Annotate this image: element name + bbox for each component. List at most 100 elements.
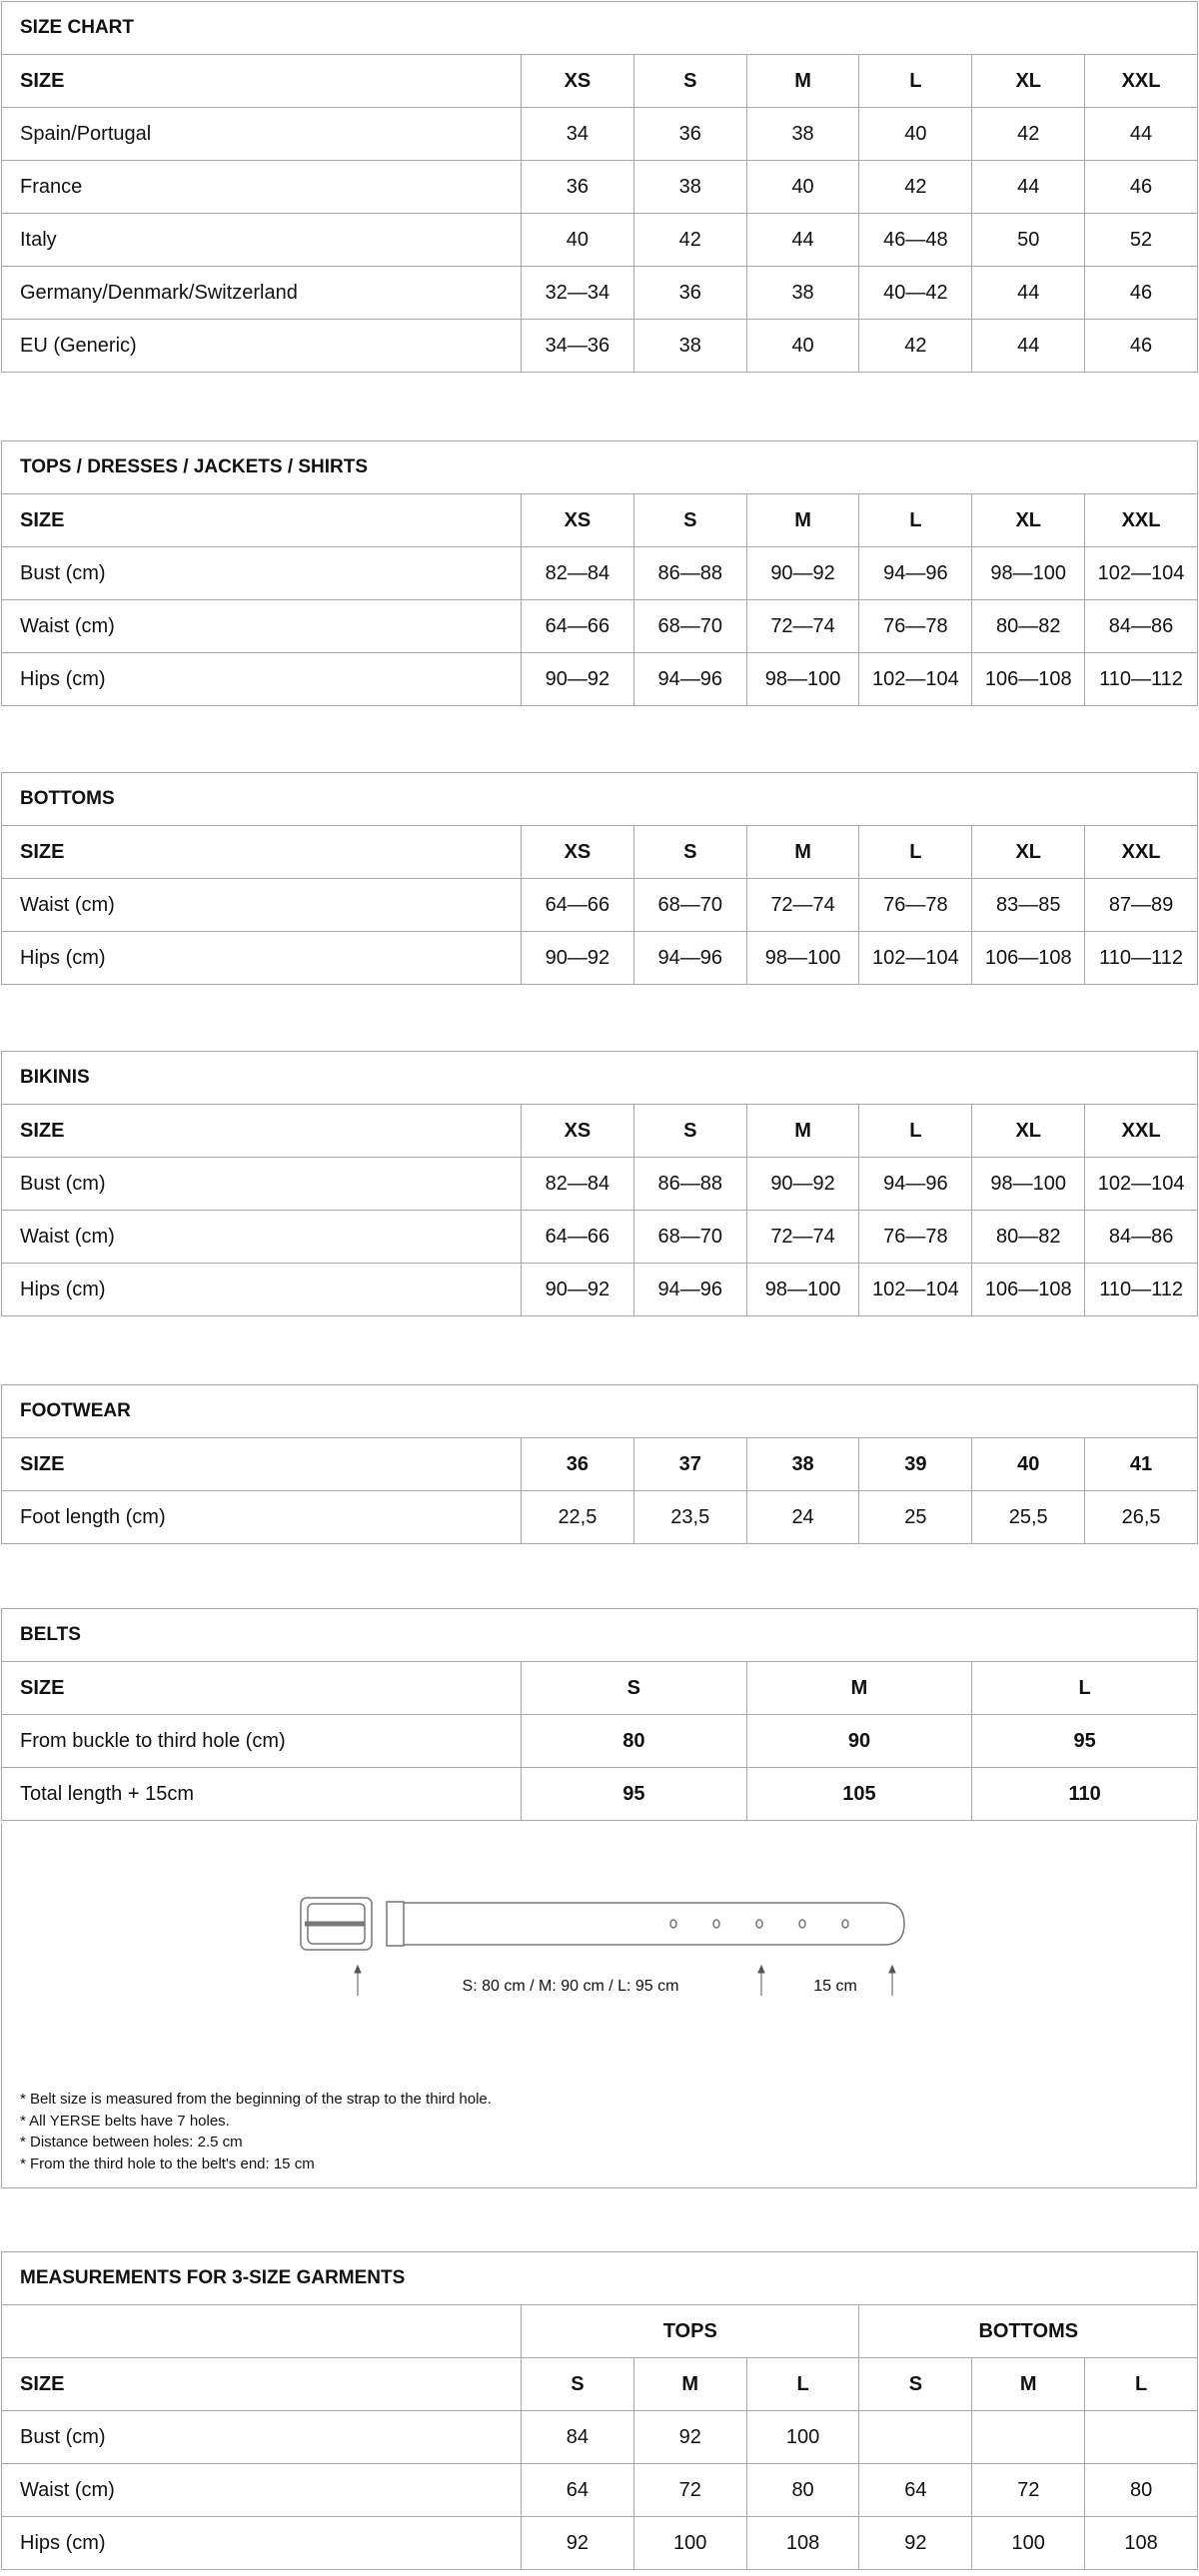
row-label: EU (Generic) xyxy=(1,319,522,373)
table-title: FOOTWEAR xyxy=(1,1384,1198,1438)
table-cell: 102—104 xyxy=(1084,546,1198,600)
column-header: M xyxy=(745,54,860,108)
table-cell: 94—96 xyxy=(858,1157,973,1211)
column-header: SIZE xyxy=(1,1661,522,1715)
table-cell: 94—96 xyxy=(632,652,747,706)
table-cell: 105 xyxy=(745,1767,973,1821)
column-header: L xyxy=(858,54,973,108)
table-row: Waist (cm) 64—66 68—70 72—74 76—78 83—85 87—89 xyxy=(1,878,1198,932)
title-row: BELTS xyxy=(1,1608,1198,1662)
table-cell: 40 xyxy=(521,213,634,267)
column-header: XXL xyxy=(1084,493,1198,547)
table-cell: 108 xyxy=(1084,2516,1199,2570)
table-cell: 72 xyxy=(971,2463,1086,2517)
bikinis-table: BIKINIS SIZE XS S M L XL XXL Bust (cm) 82—84 86—88… xyxy=(0,1051,1199,1316)
column-header: 39 xyxy=(858,1437,973,1491)
table-cell: 42 xyxy=(632,213,747,267)
column-header: SIZE xyxy=(1,1104,522,1158)
row-label: Bust (cm) xyxy=(1,2410,522,2464)
table-cell: 100 xyxy=(971,2516,1086,2570)
row-label: Waist (cm) xyxy=(1,878,522,932)
column-header: L xyxy=(858,825,973,879)
column-header: XS xyxy=(521,1104,634,1158)
table-cell: 38 xyxy=(745,107,860,161)
table-cell: 68—70 xyxy=(632,1210,747,1264)
table-cell xyxy=(858,2410,973,2464)
column-header: XL xyxy=(971,493,1086,547)
row-label: Hips (cm) xyxy=(1,1263,522,1316)
table-cell: 92 xyxy=(632,2410,747,2464)
table-cell: 42 xyxy=(858,319,973,373)
header-row: SIZE 36 37 38 39 40 41 xyxy=(1,1437,1198,1491)
table-cell: 80 xyxy=(1084,2463,1199,2517)
header-row: SIZE S M L xyxy=(1,1661,1198,1715)
column-header: M xyxy=(632,2357,747,2411)
row-label: Total length + 15cm xyxy=(1,1767,522,1821)
table-cell: 76—78 xyxy=(858,599,973,653)
table-cell: 92 xyxy=(858,2516,973,2570)
table-cell: 98—100 xyxy=(745,931,860,985)
table-cell: 68—70 xyxy=(632,599,747,653)
column-header: SIZE xyxy=(1,493,522,547)
column-header: SIZE xyxy=(1,1437,522,1491)
table-cell: 64—66 xyxy=(521,878,634,932)
empty-cell xyxy=(1,2304,522,2358)
table-row: Hips (cm) 90—92 94—96 98—100 102—104 106—108 1… xyxy=(1,931,1198,985)
header-row: SIZE XS S M L XL XXL xyxy=(1,825,1198,879)
table-row: Foot length (cm) 22,5 23,5 24 25 25,5 26,5 xyxy=(1,1490,1198,1544)
table-cell: 110—112 xyxy=(1084,652,1198,706)
column-header: SIZE xyxy=(1,2357,522,2411)
column-header: 37 xyxy=(632,1437,747,1491)
group-header: TOPS xyxy=(520,2304,860,2358)
belt-loop xyxy=(386,1901,405,1947)
column-header: 38 xyxy=(745,1437,860,1491)
title-row: BIKINIS xyxy=(0,1051,1199,1105)
column-header: L xyxy=(971,1661,1198,1715)
row-label: Bust (cm) xyxy=(1,1157,522,1211)
column-header: L xyxy=(1084,2357,1199,2411)
column-header: SIZE xyxy=(1,54,522,108)
table-row: Waist (cm) 64—66 68—70 72—74 76—78 80—82 84—86 xyxy=(1,1210,1199,1264)
title-row: SIZE CHART xyxy=(1,1,1198,55)
table-title: TOPS / DRESSES / JACKETS / SHIRTS xyxy=(1,440,1198,494)
table-title: BELTS xyxy=(1,1608,1198,1662)
belt-note: * Belt size is measured from the beginni… xyxy=(20,2091,492,2108)
table-cell: 83—85 xyxy=(971,878,1086,932)
row-label: Hips (cm) xyxy=(1,931,522,985)
table-cell: 80 xyxy=(745,2463,860,2517)
table-cell: 42 xyxy=(971,107,1086,161)
measurements-table: MEASUREMENTS FOR 3-SIZE GARMENTS TOPS BOTT… xyxy=(0,2251,1199,2570)
table-cell: 64 xyxy=(521,2463,634,2517)
column-header: S xyxy=(632,493,747,547)
table-cell: 24 xyxy=(745,1490,860,1544)
table-cell: 64—66 xyxy=(521,599,634,653)
group-header: BOTTOMS xyxy=(858,2304,1199,2358)
table-cell: 68—70 xyxy=(632,878,747,932)
table-row: Spain/Portugal 34 36 38 40 42 44 xyxy=(1,107,1198,161)
table-cell: 23,5 xyxy=(632,1490,747,1544)
belt-note: * All YERSE belts have 7 holes. xyxy=(20,2113,230,2130)
table-cell: 94—96 xyxy=(858,546,973,600)
column-header: S xyxy=(521,2357,634,2411)
column-header: XL xyxy=(971,1104,1086,1158)
table-cell: 84 xyxy=(521,2410,634,2464)
column-header: L xyxy=(858,1104,973,1158)
table-cell: 110—112 xyxy=(1084,1263,1199,1316)
table-cell: 90—92 xyxy=(521,931,634,985)
table-row: Italy 40 42 44 46—48 50 52 xyxy=(1,213,1198,267)
table-cell: 80—82 xyxy=(971,599,1086,653)
table-row: Hips (cm) 92 100 108 92 100 108 xyxy=(1,2516,1199,2570)
column-header: M xyxy=(745,1661,973,1715)
table-cell: 86—88 xyxy=(632,546,747,600)
title-row: BOTTOMS xyxy=(1,772,1198,826)
table-cell xyxy=(971,2410,1086,2464)
table-cell: 50 xyxy=(971,213,1086,267)
table-cell: 94—96 xyxy=(632,1263,747,1316)
table-cell: 26,5 xyxy=(1084,1490,1198,1544)
row-label: Italy xyxy=(1,213,522,267)
table-row: EU (Generic) 34—36 38 40 42 44 46 xyxy=(1,319,1198,373)
table-cell: 90—92 xyxy=(745,1157,860,1211)
column-header: XXL xyxy=(1084,825,1198,879)
table-cell: 98—100 xyxy=(745,1263,860,1316)
table-cell: 76—78 xyxy=(858,1210,973,1264)
